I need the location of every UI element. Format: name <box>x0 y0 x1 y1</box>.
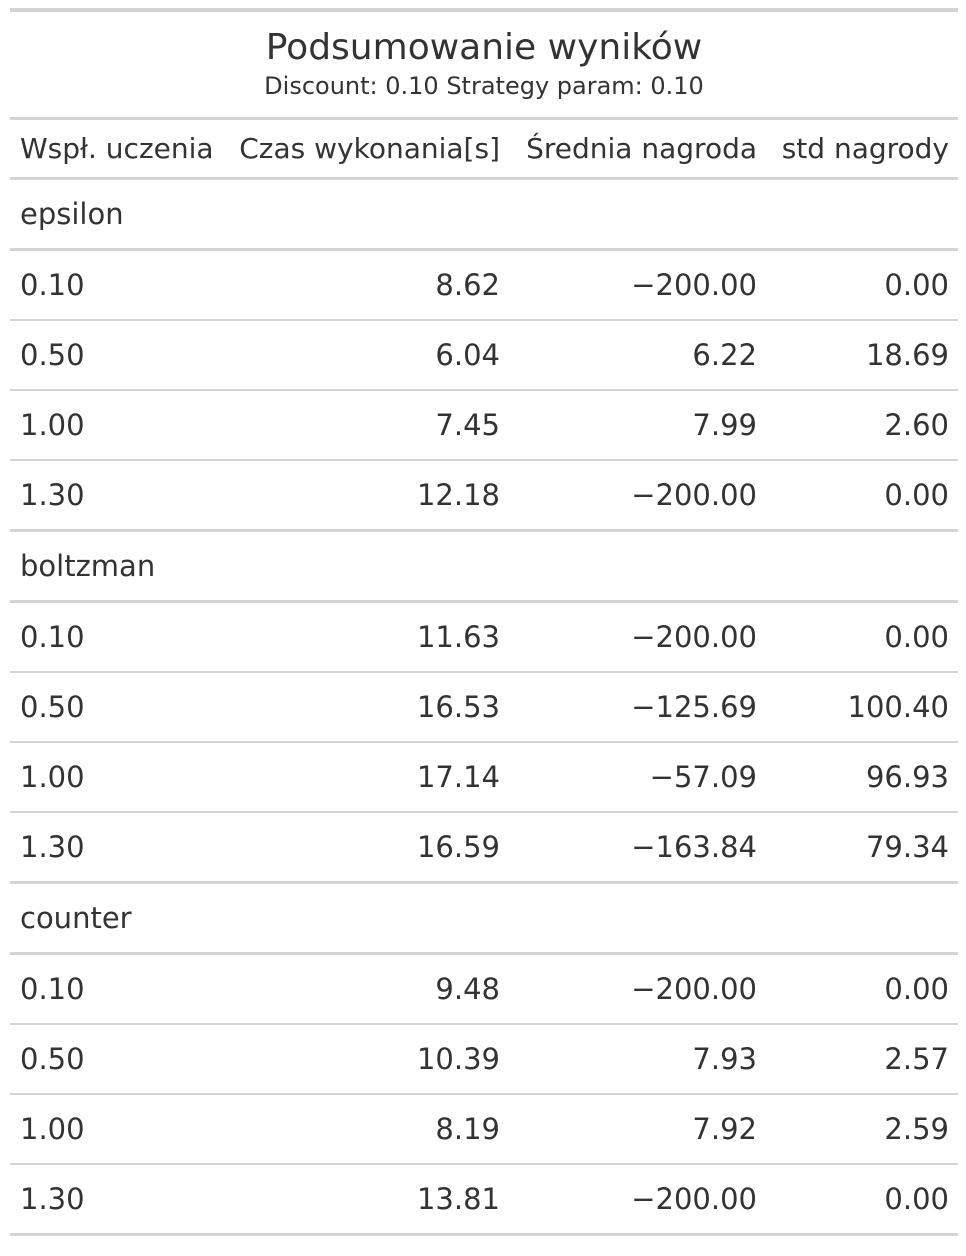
group-rule <box>10 600 958 603</box>
row-rule <box>10 389 958 391</box>
table-row: 0.10 8.62 −200.00 0.00 <box>10 251 958 319</box>
cell-exec-time: 8.62 <box>435 268 500 302</box>
group-rule <box>10 248 958 251</box>
group-bottom-rule <box>10 881 958 884</box>
cell-mean-reward: −200.00 <box>631 620 757 654</box>
cell-mean-reward: −200.00 <box>631 268 757 302</box>
group-label-boltzman: boltzman <box>20 549 156 583</box>
table-row: 0.50 6.04 6.22 18.69 <box>10 321 958 389</box>
column-header-mean-reward: Średnia nagroda <box>526 132 757 165</box>
cell-mean-reward: −125.69 <box>631 690 757 724</box>
cell-exec-time: 7.45 <box>435 408 500 442</box>
cell-std-reward: 0.00 <box>884 1182 949 1216</box>
group-bottom-rule <box>10 529 958 532</box>
cell-learning-rate: 0.10 <box>20 268 85 302</box>
cell-learning-rate: 1.00 <box>20 1112 85 1146</box>
table-body: epsilon 0.10 8.62 −200.00 0.00 0.50 6.04 6.22 18… <box>10 180 958 1236</box>
cell-exec-time: 17.14 <box>416 760 500 794</box>
cell-exec-time: 16.59 <box>416 830 500 864</box>
table-row: 0.10 11.63 −200.00 0.00 <box>10 603 958 671</box>
table-row: 1.30 16.59 −163.84 79.34 <box>10 813 958 881</box>
cell-mean-reward: −57.09 <box>649 760 757 794</box>
row-rule <box>10 459 958 461</box>
cell-learning-rate: 1.00 <box>20 760 85 794</box>
group-bottom-rule <box>10 1233 958 1236</box>
cell-mean-reward: 7.99 <box>692 408 757 442</box>
cell-std-reward: 96.93 <box>865 760 949 794</box>
group-rule <box>10 952 958 955</box>
cell-learning-rate: 0.10 <box>20 620 85 654</box>
cell-std-reward: 2.57 <box>884 1042 949 1076</box>
cell-exec-time: 8.19 <box>435 1112 500 1146</box>
column-header-exec-time: Czas wykonania[s] <box>239 132 500 165</box>
cell-std-reward: 0.00 <box>884 478 949 512</box>
row-rule <box>10 1163 958 1165</box>
cell-learning-rate: 1.30 <box>20 1182 85 1216</box>
cell-mean-reward: −200.00 <box>631 478 757 512</box>
cell-mean-reward: −200.00 <box>631 972 757 1006</box>
header-bottom-rule <box>10 177 958 180</box>
cell-learning-rate: 1.30 <box>20 830 85 864</box>
table-row: 1.30 12.18 −200.00 0.00 <box>10 461 958 529</box>
cell-learning-rate: 1.00 <box>20 408 85 442</box>
table-row: 1.00 8.19 7.92 2.59 <box>10 1095 958 1163</box>
cell-mean-reward: −163.84 <box>631 830 757 864</box>
cell-mean-reward: 6.22 <box>692 338 757 372</box>
row-rule <box>10 319 958 321</box>
table-row: 0.50 10.39 7.93 2.57 <box>10 1025 958 1093</box>
column-header-std-reward: std nagrody <box>781 132 949 165</box>
cell-std-reward: 0.00 <box>884 268 949 302</box>
cell-learning-rate: 0.50 <box>20 338 85 372</box>
header-top-rule <box>10 117 958 120</box>
cell-std-reward: 2.59 <box>884 1112 949 1146</box>
cell-exec-time: 9.48 <box>435 972 500 1006</box>
table-row: 1.30 13.81 −200.00 0.00 <box>10 1165 958 1233</box>
table-row: 1.00 17.14 −57.09 96.93 <box>10 743 958 811</box>
cell-exec-time: 13.81 <box>416 1182 500 1216</box>
cell-learning-rate: 0.10 <box>20 972 85 1006</box>
cell-learning-rate: 0.50 <box>20 1042 85 1076</box>
cell-std-reward: 79.34 <box>865 830 949 864</box>
table-row: 1.00 7.45 7.99 2.60 <box>10 391 958 459</box>
cell-std-reward: 2.60 <box>884 408 949 442</box>
group-label-counter: counter <box>20 901 132 935</box>
cell-exec-time: 12.18 <box>416 478 500 512</box>
cell-exec-time: 6.04 <box>435 338 500 372</box>
group-label-epsilon: epsilon <box>20 197 124 231</box>
cell-learning-rate: 0.50 <box>20 690 85 724</box>
column-header-learning-rate: Wspł. uczenia <box>20 132 214 165</box>
cell-exec-time: 10.39 <box>416 1042 500 1076</box>
table-title: Podsumowanie wyników <box>265 27 703 68</box>
table-top-rule <box>10 8 958 12</box>
cell-exec-time: 16.53 <box>416 690 500 724</box>
cell-std-reward: 0.00 <box>884 620 949 654</box>
cell-std-reward: 18.69 <box>865 338 949 372</box>
row-rule <box>10 671 958 673</box>
table-row: 0.10 9.48 −200.00 0.00 <box>10 955 958 1023</box>
row-rule <box>10 1093 958 1095</box>
table-subtitle: Discount: 0.10 Strategy param: 0.10 <box>264 72 704 100</box>
cell-mean-reward: 7.92 <box>692 1112 757 1146</box>
row-rule <box>10 1023 958 1025</box>
results-table: Podsumowanie wyników Discount: 0.10 Stra… <box>10 8 958 1236</box>
cell-exec-time: 11.63 <box>416 620 500 654</box>
row-rule <box>10 811 958 813</box>
cell-mean-reward: −200.00 <box>631 1182 757 1216</box>
row-rule <box>10 741 958 743</box>
cell-learning-rate: 1.30 <box>20 478 85 512</box>
column-header-row: Wspł. uczenia Czas wykonania[s] Średnia … <box>10 120 958 177</box>
table-row: 0.50 16.53 −125.69 100.40 <box>10 673 958 741</box>
cell-std-reward: 0.00 <box>884 972 949 1006</box>
cell-std-reward: 100.40 <box>847 690 949 724</box>
cell-mean-reward: 7.93 <box>692 1042 757 1076</box>
